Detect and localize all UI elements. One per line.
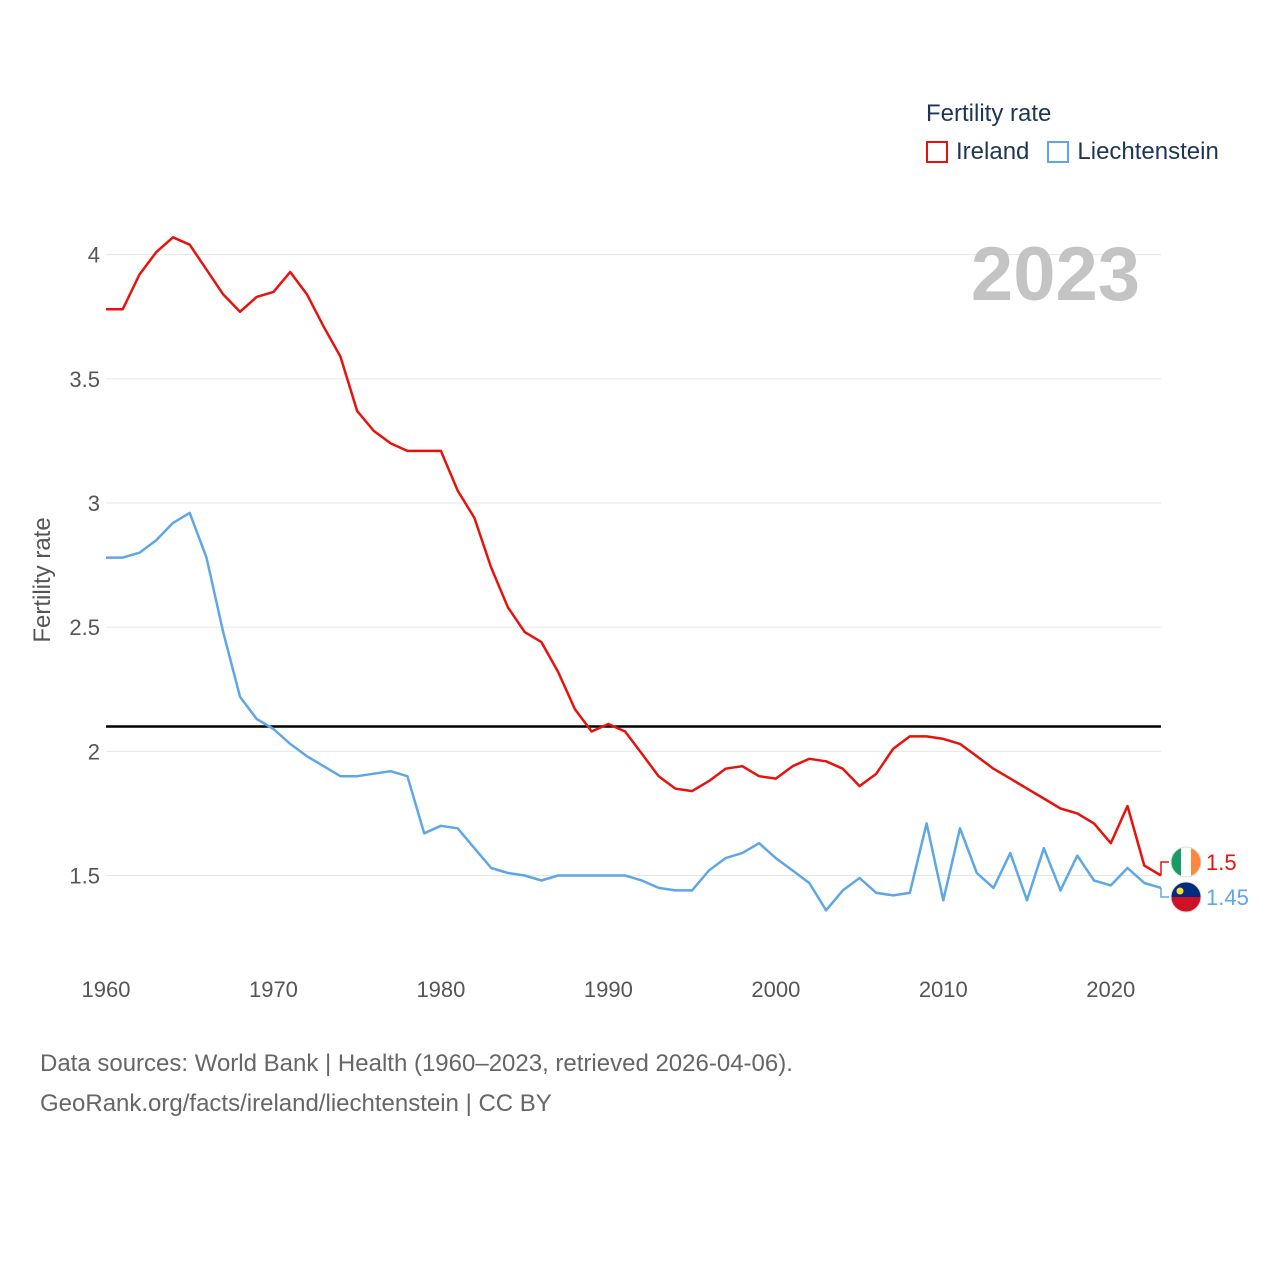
- y-tick-label: 3.5: [69, 367, 100, 392]
- y-tick-label: 2: [88, 739, 100, 764]
- end-label-liechtenstein: 1.45: [1206, 885, 1249, 910]
- y-axis-ticks: 1.5 2 2.5 3 3.5 4: [69, 243, 100, 889]
- source-line-1: Data sources: World Bank | Health (1960–…: [40, 1050, 793, 1077]
- y-tick-label: 1.5: [69, 864, 100, 889]
- end-connector-ireland: [1160, 861, 1169, 876]
- flag-icon-ireland: [1170, 846, 1202, 878]
- x-tick-label: 1960: [82, 977, 131, 1002]
- x-tick-label: 2020: [1086, 977, 1135, 1002]
- y-axis-label: Fertility rate: [29, 517, 56, 642]
- x-tick-label: 1980: [416, 977, 465, 1002]
- legend-label-ireland: Ireland: [956, 138, 1030, 165]
- legend-item-ireland[interactable]: Ireland: [926, 138, 1029, 166]
- series-lines: [106, 236, 1162, 912]
- x-tick-label: 2010: [919, 977, 968, 1002]
- x-tick-label: 2000: [751, 977, 800, 1002]
- gridlines: [106, 254, 1161, 876]
- legend-swatch-ireland: [926, 141, 948, 163]
- flag-icon-liechtenstein: [1170, 881, 1202, 913]
- legend-swatch-liechtenstein: [1047, 141, 1070, 163]
- x-tick-label: 1970: [249, 977, 298, 1002]
- year-label: 2023: [971, 232, 1140, 317]
- series-line-liechtenstein: [106, 511, 1162, 912]
- y-tick-label: 2.5: [69, 615, 100, 640]
- x-axis-ticks: 1960 1970 1980 1990 2000 2010 2020: [82, 977, 1136, 1002]
- legend-title: Fertility rate: [926, 100, 1052, 127]
- legend-item-liechtenstein[interactable]: Liechtenstein: [1047, 138, 1219, 166]
- y-tick-label: 4: [88, 243, 100, 268]
- y-tick-label: 3: [88, 491, 100, 516]
- data-sources: Data sources: World Bank | Health (1960–…: [40, 1044, 793, 1124]
- series-line-ireland: [106, 236, 1162, 877]
- x-tick-label: 1990: [584, 977, 633, 1002]
- source-line-2: GeoRank.org/facts/ireland/liechtenstein …: [40, 1090, 552, 1117]
- legend-label-liechtenstein: Liechtenstein: [1077, 138, 1219, 165]
- legend: Fertility rate Ireland Liechtenstein: [926, 100, 1237, 166]
- series-end-markers: 1.5 1.45: [1160, 846, 1249, 913]
- end-label-ireland: 1.5: [1206, 850, 1237, 875]
- end-connector-liechtenstein: [1160, 887, 1169, 898]
